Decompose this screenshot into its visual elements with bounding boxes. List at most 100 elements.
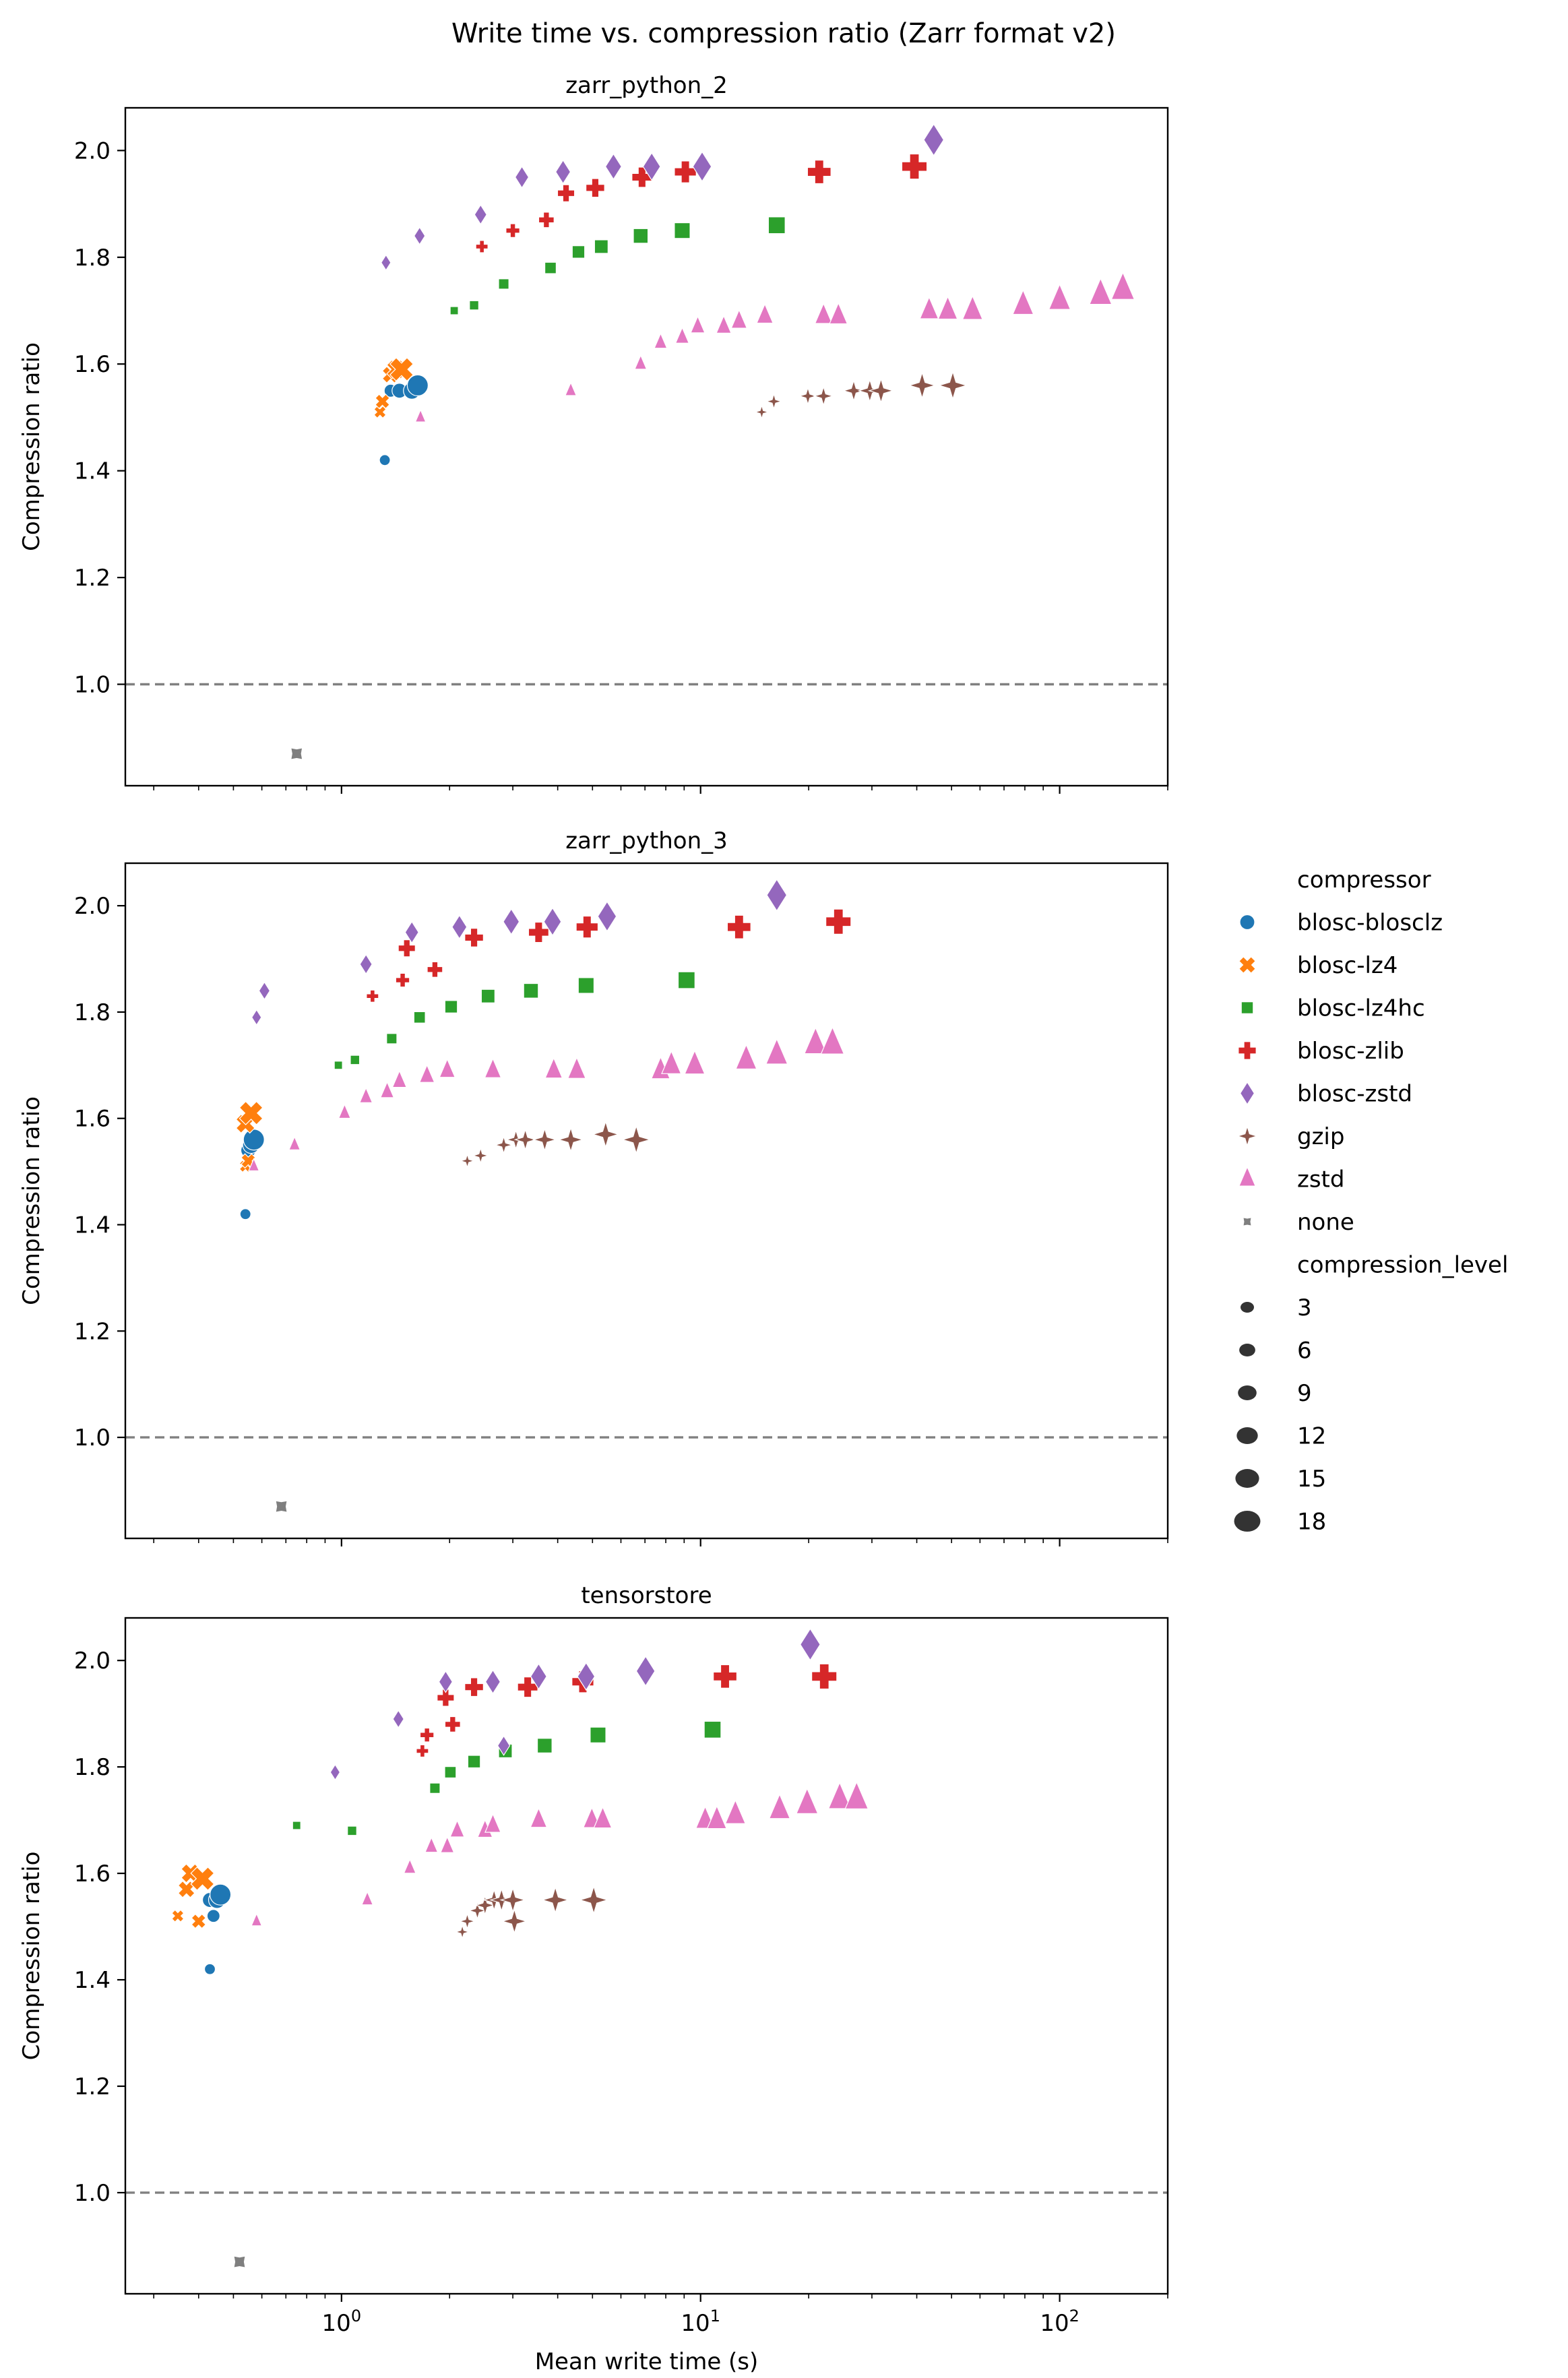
legend-item-blosc-zlib: blosc-zlib [1238,1038,1404,1065]
series-gzip [753,370,968,420]
data-point-gzip [813,385,834,407]
data-point-zstd [768,1793,791,1819]
data-point-zstd [567,1056,587,1079]
y-tick-label: 1.2 [74,2073,111,2100]
data-point-zstd [937,295,958,320]
series-none [233,2255,246,2268]
data-point-gzip [458,1912,476,1931]
data-point-blosc-zlib [398,939,416,958]
y-tick-label: 1.2 [74,1318,111,1345]
data-point-blosc-blosclz [239,1208,251,1220]
data-point-none [233,2255,246,2268]
legend-label: zstd [1297,1166,1344,1193]
data-point-blosc-blosclz [406,374,429,397]
data-point-zstd [634,354,648,370]
data-point-blosc-zstd [438,1670,453,1693]
data-point-gzip [459,1152,476,1169]
data-point-gzip [937,370,968,401]
data-point-blosc-lz4hc [444,1766,457,1779]
data-point-zstd [360,1891,374,1906]
data-point-blosc-zlib [674,160,697,183]
data-point-blosc-lz4 [177,1880,195,1898]
legend-item-level-3: 3 [1241,1294,1312,1321]
legend-title-compressor: compressor [1297,867,1431,894]
axes-frame [124,1617,1169,2295]
data-point-gzip [474,1894,496,1916]
data-point-blosc-zstd [514,166,530,189]
legend-item-zstd: zstd [1238,1166,1344,1193]
series-blosc-blosclz [201,1883,232,1975]
data-point-zstd [919,296,939,319]
legend-title-compression-level: compression_level [1297,1252,1508,1279]
y-tick-label: 1.0 [74,2180,111,2207]
data-point-blosc-zstd [392,1710,404,1728]
y-tick-label: 1.6 [74,1860,111,1887]
data-point-gzip [842,379,866,402]
data-point-gzip [765,392,783,410]
y-axis-label: Compression ratio [18,1852,45,2061]
data-point-blosc-lz4 [190,1866,215,1891]
legend-item-blosc-zstd: blosc-zstd [1239,1081,1412,1108]
data-point-blosc-zlib [464,1677,484,1697]
x-axis-label: Mean write time (s) [535,2348,759,2375]
y-tick-label: 1.4 [74,1967,111,1994]
data-point-blosc-zstd [497,1735,511,1756]
data-point-blosc-lz4hc [413,1011,426,1024]
legend-label: 15 [1297,1466,1326,1493]
legend-label: blosc-blosclz [1297,910,1443,937]
data-point-zstd [829,302,848,325]
series-gzip [454,1885,609,1940]
figure-title: Write time vs. compression ratio (Zarr f… [451,18,1116,49]
data-point-blosc-lz4hc [449,306,459,315]
data-point-zstd [484,1057,502,1078]
legend-size-marker [1239,1344,1255,1356]
series-zstd [251,1781,869,1927]
y-tick-label: 1.8 [74,245,111,272]
data-point-zstd [844,1781,869,1809]
data-point-zstd [724,1799,747,1824]
data-points [235,878,852,1513]
data-point-blosc-zstd [555,159,571,185]
data-point-zstd [735,1044,757,1069]
legend-item-level-9: 9 [1238,1380,1312,1407]
data-points [290,123,1135,760]
legend-size-marker [1234,1511,1261,1532]
data-point-blosc-zstd [799,1628,821,1661]
data-point-blosc-zlib [713,1664,738,1689]
legend-label: blosc-lz4hc [1297,995,1425,1022]
axes-frame [124,106,1169,787]
legend-size-marker [1241,1302,1254,1313]
data-point-blosc-zlib [538,212,555,228]
data-point-gzip [557,1126,584,1153]
legend-marker-blosc-lz4hc [1241,1001,1254,1014]
legend-label: blosc-zstd [1297,1081,1412,1108]
data-point-zstd [530,1807,548,1828]
legend-marker-blosc-zlib [1238,1041,1257,1060]
data-point-blosc-blosclz [203,1963,216,1975]
legend-item-none: none [1243,1209,1354,1236]
data-point-blosc-zlib [811,1663,838,1690]
data-point-blosc-zlib [631,166,653,188]
data-point-zstd [690,315,705,334]
legend-item-level-12: 12 [1236,1423,1326,1450]
data-point-blosc-zlib [395,972,410,988]
data-point-gzip [908,371,937,400]
data-point-none [290,747,303,760]
data-point-blosc-zstd [251,1009,262,1026]
y-tick-label: 2.0 [74,137,111,164]
legend-label: blosc-zlib [1297,1038,1404,1065]
y-axis-label: Compression ratio [18,1096,45,1305]
data-point-blosc-zstd [635,1656,656,1687]
series-blosc-zstd [380,123,945,272]
data-point-zstd [248,1157,260,1172]
data-point-zstd [288,1135,301,1150]
data-point-blosc-lz4hc [590,1726,606,1743]
data-points [171,1628,869,2268]
y-tick-label: 2.0 [74,1648,111,1675]
data-point-zstd [814,303,833,324]
data-point-zstd [414,408,427,423]
legend-marker-blosc-lz4 [1238,956,1257,974]
legend-label: 12 [1297,1423,1326,1450]
panel-title: zarr_python_3 [565,827,728,854]
data-point-blosc-lz4 [239,1100,263,1125]
